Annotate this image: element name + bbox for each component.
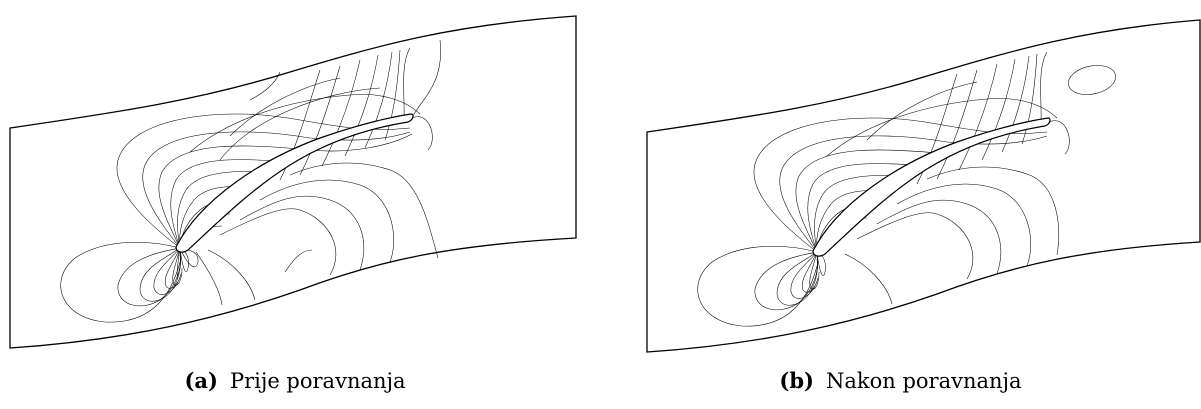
caption-label-b: (b) (779, 368, 814, 393)
figure-panel-a: (a) Prije poravnanja (0, 0, 590, 409)
caption-text-b: Nakon poravnanja (825, 369, 1022, 393)
blade-profile-b (812, 117, 1051, 257)
blade-profile-a (175, 113, 414, 253)
contour-plot-b (646, 19, 1201, 353)
contour-plot-a (9, 15, 577, 349)
caption-label-a: (a) (184, 368, 218, 393)
contour-lines-b (697, 51, 1116, 327)
domain-boundary-b (646, 19, 1201, 353)
domain-boundary-a (9, 15, 577, 349)
contour-lines-a (60, 39, 441, 323)
caption-a: (a) Prije poravnanja (0, 368, 590, 393)
caption-b: (b) Nakon poravnanja (600, 368, 1201, 393)
figure-panel-b: (b) Nakon poravnanja (600, 0, 1201, 409)
caption-text-a: Prije poravnanja (229, 369, 406, 393)
